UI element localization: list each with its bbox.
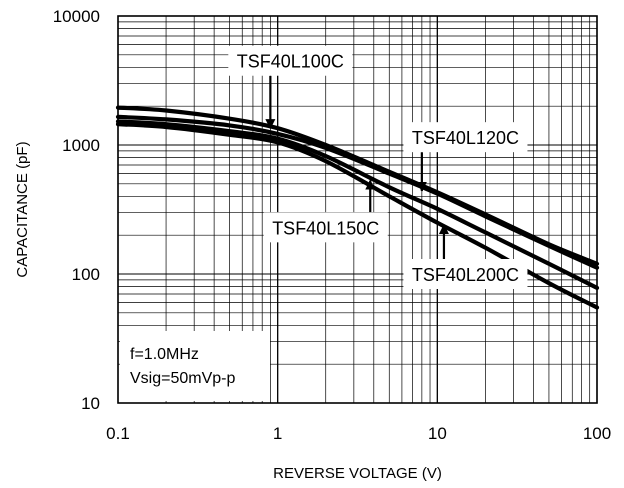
annotation-label: TSF40L120C xyxy=(412,128,519,148)
series-line-tsf40l150c xyxy=(115,119,600,290)
annotation-box xyxy=(228,45,353,76)
annotation-label: TSF40L150C xyxy=(272,218,379,238)
x-axis-title: REVERSE VOLTAGE (V) xyxy=(273,465,442,482)
y-axis-title: CAPACITANCE (pF) xyxy=(14,141,31,277)
y-tick-label: 10000 xyxy=(53,7,100,26)
note-line: Vsig=50mVp-p xyxy=(130,370,235,387)
conditions-note: f=1.0MHz Vsig=50mVp-p xyxy=(120,331,270,401)
annotation-label: TSF40L200C xyxy=(412,265,519,285)
annotation-box xyxy=(403,259,528,289)
x-tick-label: 100 xyxy=(583,424,611,443)
annotation-box xyxy=(403,122,528,153)
x-tick-label: 1 xyxy=(273,424,282,443)
annotation-label: TSF40L100C xyxy=(237,52,344,72)
plot-frame xyxy=(117,15,598,404)
y-tick-label: 10 xyxy=(81,394,100,413)
x-tick-label: 10 xyxy=(428,424,447,443)
note-line: f=1.0MHz xyxy=(130,346,199,363)
series-labels: TSF40L100C TSF40L120C TSF40L150C TSF40L200C xyxy=(228,45,528,289)
annotation-box xyxy=(263,212,388,243)
y-tick-label: 100 xyxy=(72,265,100,284)
x-tick-label: 0.1 xyxy=(106,424,130,443)
tick-labels: 0.1 1 10 100 10 100 1000 10000 xyxy=(53,7,611,443)
y-tick-label: 1000 xyxy=(62,136,100,155)
series-line-tsf40l120c xyxy=(115,114,600,270)
note-box xyxy=(120,331,270,401)
